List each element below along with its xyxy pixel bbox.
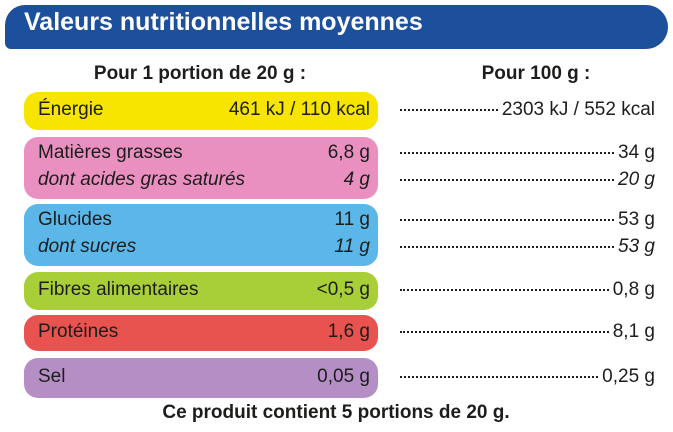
nutrient-label: dont sucres: [38, 236, 137, 257]
per-100g-value: 53 g: [618, 209, 655, 230]
leader-dots: [400, 219, 615, 221]
row-background: [24, 137, 378, 199]
nutrient-label: Glucides: [38, 209, 112, 230]
per-portion-value: 6,8 g: [327, 142, 370, 163]
column-header: Pour 100 g :: [481, 63, 591, 84]
column-header: Pour 1 portion de 20 g :: [93, 63, 307, 84]
per-portion-value: 11 g: [334, 209, 370, 230]
nutrient-label: Énergie: [38, 99, 104, 120]
row-background: [24, 358, 378, 398]
per-100g-line: 20 g: [400, 169, 655, 191]
per-100g-value: 20 g: [618, 169, 655, 190]
per-100g-line: 53 g: [400, 236, 655, 258]
leader-dots: [400, 376, 599, 378]
row-line: dont acides gras saturés 4 g: [38, 169, 370, 191]
title: Valeurs nutritionnelles moyennes: [24, 8, 423, 36]
leader-dots: [400, 152, 615, 154]
per-portion-value: 461 kJ / 110 kcal: [228, 99, 370, 120]
per-100g-value: 8,1 g: [612, 321, 655, 342]
leader-dots: [400, 246, 615, 248]
footer: Ce produit contient 5 portions de 20 g.: [162, 402, 510, 423]
row-line: dont sucres 11 g: [38, 236, 370, 258]
leader-dots: [400, 109, 498, 111]
row-background: [24, 315, 378, 351]
per-100g-line: 0,25 g: [400, 366, 655, 388]
nutrient-label: Matières grasses: [38, 142, 183, 163]
per-portion-value: 1,6 g: [327, 321, 370, 342]
per-100g-value: 0,25 g: [602, 366, 655, 387]
row-background: [24, 272, 378, 310]
per-100g-value: 0,8 g: [612, 279, 655, 300]
per-100g-line: 53 g: [400, 209, 655, 231]
per-portion-value: 11 g: [334, 236, 370, 257]
row-line: Glucides 11 g: [38, 209, 370, 231]
title-bar: [5, 5, 668, 49]
per-100g-line: 0,8 g: [400, 279, 655, 301]
per-100g-value: 34 g: [618, 142, 655, 163]
nutrient-label: Fibres alimentaires: [38, 279, 199, 300]
leader-dots: [400, 289, 609, 291]
leader-dots: [400, 179, 615, 181]
nutrient-label: Sel: [38, 366, 66, 387]
row-line: Énergie 461 kJ / 110 kcal: [38, 99, 370, 121]
row-line: Matières grasses 6,8 g: [38, 142, 370, 164]
leader-dots: [400, 331, 609, 333]
per-portion-value: <0,5 g: [316, 279, 370, 300]
per-100g-line: 8,1 g: [400, 321, 655, 343]
per-portion-value: 0,05 g: [317, 366, 370, 387]
row-line: Sel 0,05 g: [38, 366, 370, 388]
row-line: Fibres alimentaires <0,5 g: [38, 279, 370, 301]
per-100g-line: 2303 kJ / 552 kcal: [400, 99, 655, 121]
nutrient-label: dont acides gras saturés: [38, 169, 246, 190]
nutrient-label: Protéines: [38, 321, 119, 342]
per-100g-value: 53 g: [618, 236, 655, 257]
per-portion-value: 4 g: [343, 169, 370, 190]
per-100g-value: 2303 kJ / 552 kcal: [501, 99, 655, 120]
row-background: [24, 204, 378, 266]
row-background: [24, 92, 378, 130]
per-100g-line: 34 g: [400, 142, 655, 164]
row-line: Protéines 1,6 g: [38, 321, 370, 343]
